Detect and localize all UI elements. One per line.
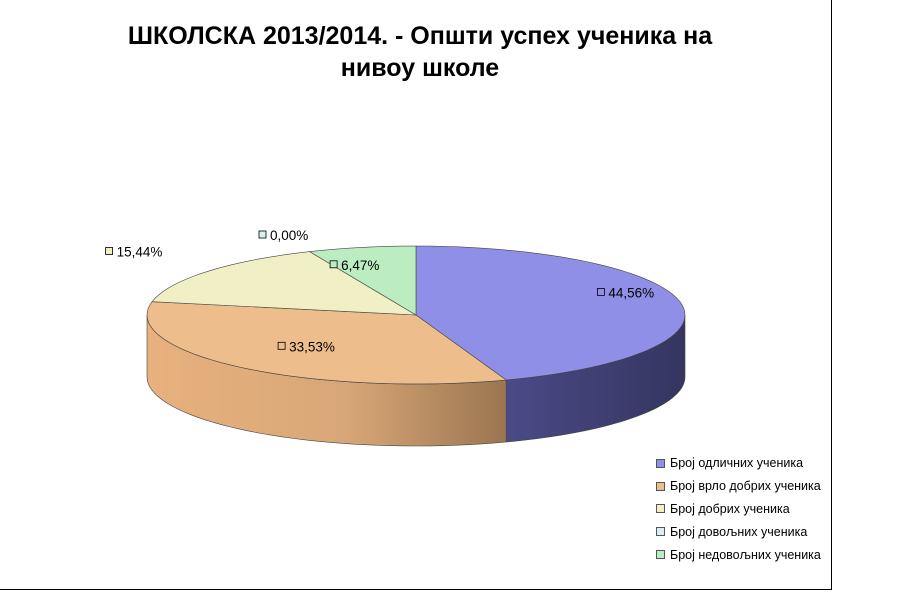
legend-item: Број врло добрих ученика: [656, 475, 821, 498]
data-label-text: 15,44%: [117, 245, 163, 260]
pie-slice-0: [415, 245, 686, 381]
legend-item: Број добрих ученика: [656, 498, 821, 521]
data-label-text: 6,47%: [341, 258, 379, 273]
legend-swatch: [656, 527, 665, 537]
data-label-text: 33,53%: [289, 339, 335, 354]
chart-title: ШКОЛСКА 2013/2014. - Општи успех ученика…: [40, 20, 800, 84]
data-label-0: 44,56%: [597, 285, 654, 300]
data-label-4: 6,47%: [329, 258, 379, 273]
pie-slice-2: [151, 251, 417, 316]
data-label-swatch: [329, 260, 338, 269]
legend-label: Број одличних ученика: [670, 456, 804, 471]
legend-item: Број недовољних ученика: [656, 543, 821, 566]
data-label-swatch: [277, 341, 286, 350]
data-label-swatch: [597, 287, 605, 296]
legend-swatch: [656, 458, 665, 468]
data-label-swatch: [105, 247, 113, 255]
chart-frame: [0, 0, 832, 590]
legend: Број одличних ученика Број врло добрих у…: [656, 452, 821, 566]
legend-label: Број врло добрих ученика: [670, 479, 821, 494]
legend-label: Број довољних ученика: [670, 524, 808, 539]
data-label-2: 15,44%: [105, 245, 163, 260]
legend-label: Број добрих ученика: [670, 501, 790, 516]
chart-title-line-2: нивоу школе: [340, 54, 500, 82]
data-label-text: 0,00%: [270, 228, 308, 243]
pie-slice-1: [146, 301, 508, 385]
data-label-text: 44,56%: [608, 285, 654, 300]
legend-label: Број недовољних ученика: [670, 547, 821, 562]
legend-swatch: [656, 481, 665, 491]
legend-swatch: [656, 504, 665, 514]
chart-title-line-1: ШКОЛСКА 2013/2014. - Општи успех ученика…: [127, 22, 713, 50]
data-label-1: 33,53%: [277, 339, 335, 354]
legend-item: Број довољних ученика: [656, 520, 821, 543]
data-label-swatch: [258, 230, 267, 239]
legend-swatch: [656, 550, 665, 560]
data-label-3: 0,00%: [258, 228, 308, 243]
legend-item: Број одличних ученика: [656, 452, 821, 475]
